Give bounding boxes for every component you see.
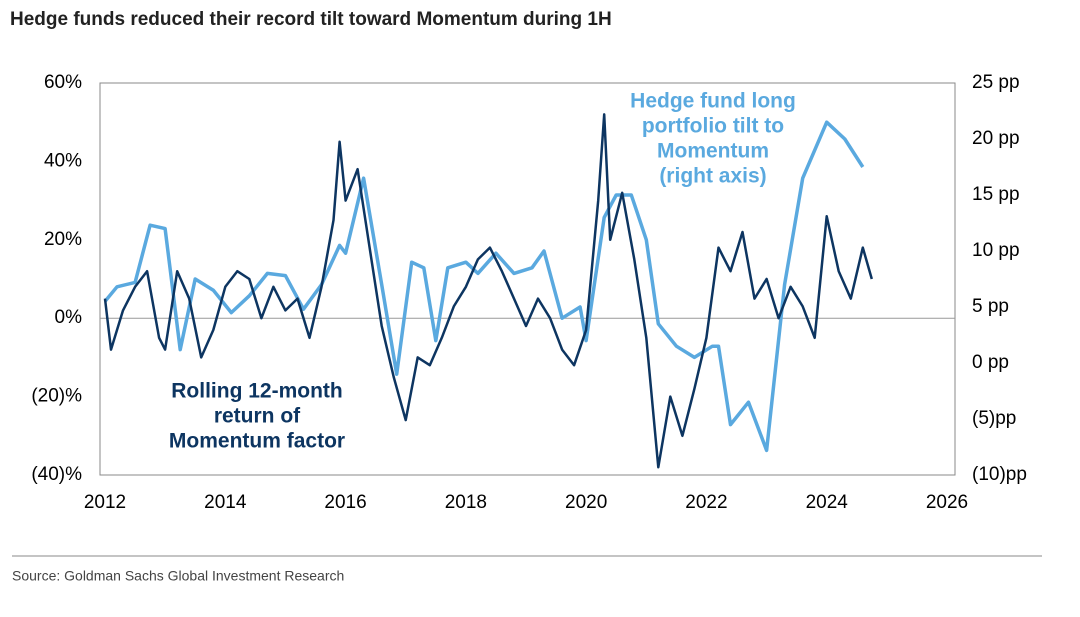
annotation: Momentum factor <box>169 430 345 453</box>
annotation: portfolio tilt to <box>642 115 784 138</box>
x-tick-label: 2012 <box>84 492 126 513</box>
y-tick-label: 0% <box>55 307 83 328</box>
annotation: Hedge fund long <box>630 90 796 113</box>
y-tick-label: (40)% <box>31 464 82 485</box>
y-tick-label: 40% <box>44 150 82 171</box>
series-line <box>103 120 865 453</box>
x-tick-label: 2018 <box>445 492 487 513</box>
y2-tick-label: (10)pp <box>972 464 1027 485</box>
y2-tick-label: (5)pp <box>972 408 1016 429</box>
annotation: return of <box>214 405 301 428</box>
series-line <box>103 113 874 469</box>
x-tick-label: 2014 <box>204 492 247 513</box>
chart-title: Hedge funds reduced their record tilt to… <box>10 9 612 30</box>
y2-tick-label: 15 pp <box>972 184 1020 205</box>
annotation: Momentum <box>657 140 769 163</box>
x-tick-label: 2020 <box>565 492 607 513</box>
annotation: (right axis) <box>659 165 766 188</box>
y-tick-label: 60% <box>44 72 82 93</box>
y2-tick-label: 20 pp <box>972 128 1020 149</box>
source: Source: Goldman Sachs Global Investment … <box>12 568 344 584</box>
plot-frame <box>99 82 956 476</box>
y2-tick-label: 10 pp <box>972 240 1020 261</box>
y-tick-label: (20)% <box>31 386 82 407</box>
x-tick-label: 2016 <box>324 492 366 513</box>
y2-tick-label: 25 pp <box>972 72 1020 93</box>
annotation: Rolling 12-month <box>171 380 343 403</box>
x-tick-label: 2026 <box>926 492 968 513</box>
y2-tick-label: 5 pp <box>972 296 1009 317</box>
y2-tick-label: 0 pp <box>972 352 1009 373</box>
x-tick-label: 2022 <box>685 492 727 513</box>
x-tick-label: 2024 <box>806 492 849 513</box>
y-tick-label: 20% <box>44 229 82 250</box>
